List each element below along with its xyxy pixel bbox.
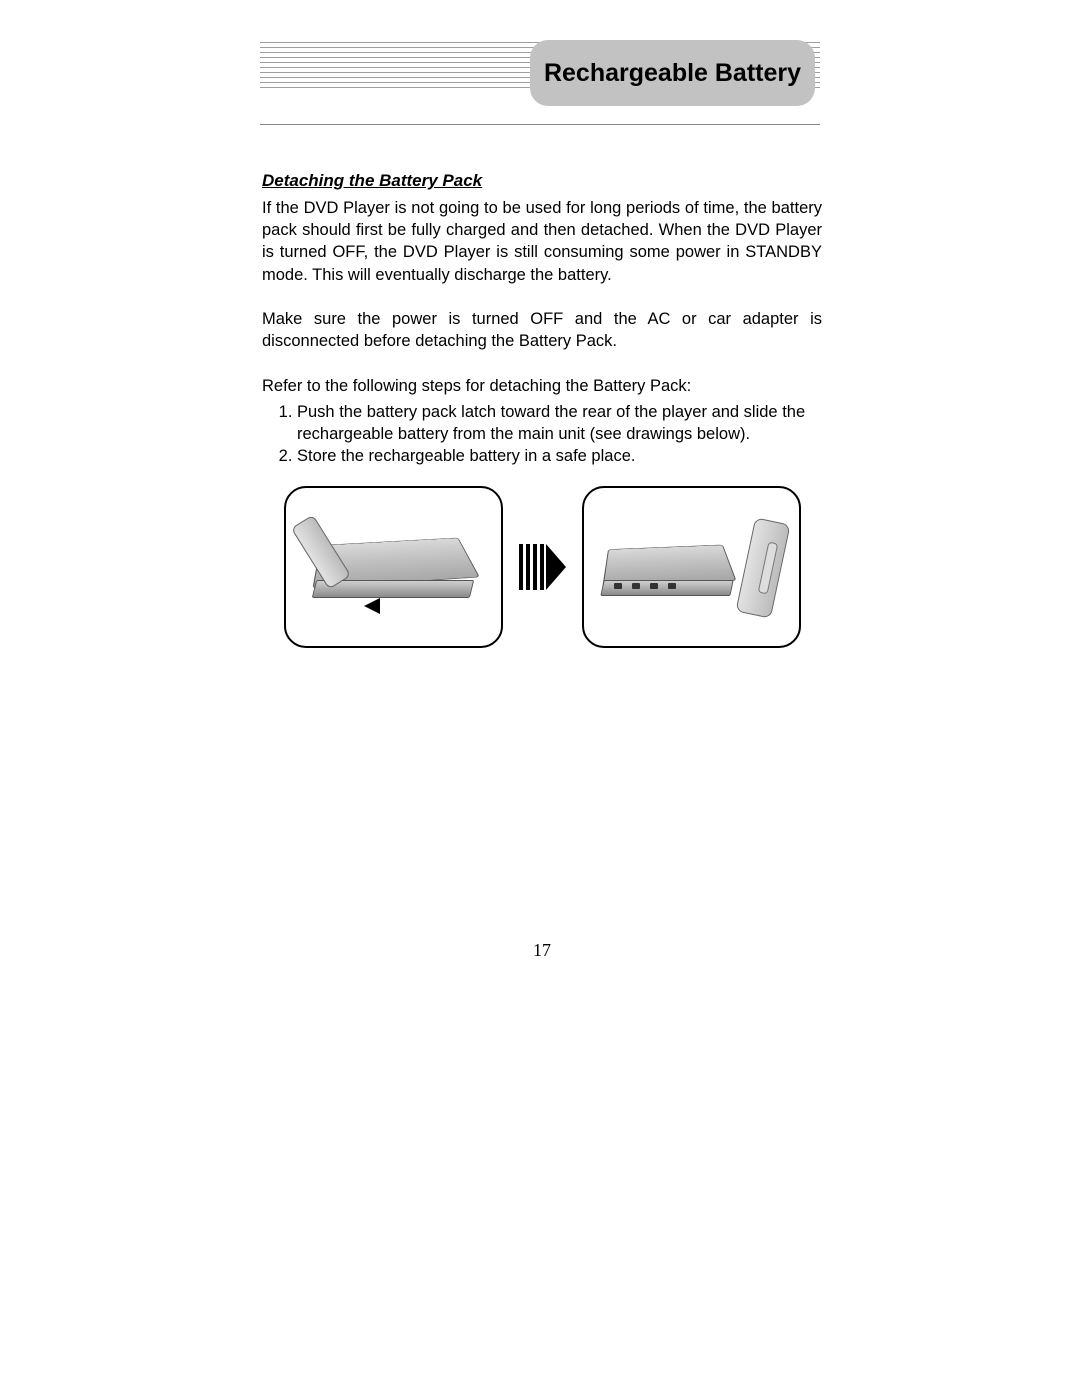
paragraph-3: Refer to the following steps for detachi… [262,375,822,397]
arrow-bars-icon [519,544,544,590]
arrow-bar-icon [533,544,537,590]
step-item: Store the rechargeable battery in a safe… [297,445,822,467]
diagram-after [582,486,801,648]
section-title: Detaching the Battery Pack [262,170,822,193]
page-number: 17 [262,938,822,962]
paragraph-1: If the DVD Player is not going to be use… [262,197,822,286]
arrow-bar-icon [540,544,544,590]
header-underline [260,124,820,125]
manual-page: Rechargeable Battery Detaching the Batte… [0,0,1080,962]
header-tab-label: Rechargeable Battery [544,59,801,88]
steps-list: Push the battery pack latch toward the r… [262,401,822,468]
content-area: Detaching the Battery Pack If the DVD Pl… [262,170,822,962]
header-tab: Rechargeable Battery [530,40,815,106]
arrow-bar-icon [519,544,523,590]
step-item: Push the battery pack latch toward the r… [297,401,822,446]
arrow-head-icon [546,544,566,590]
sequence-arrow-icon [519,544,566,590]
diagram-before [284,486,503,648]
slide-arrow-icon [364,598,380,614]
device-ports-icon [614,583,676,589]
arrow-bar-icon [526,544,530,590]
paragraph-2: Make sure the power is turned OFF and th… [262,308,822,353]
diagram-row [262,486,822,648]
page-header: Rechargeable Battery [0,0,1080,140]
